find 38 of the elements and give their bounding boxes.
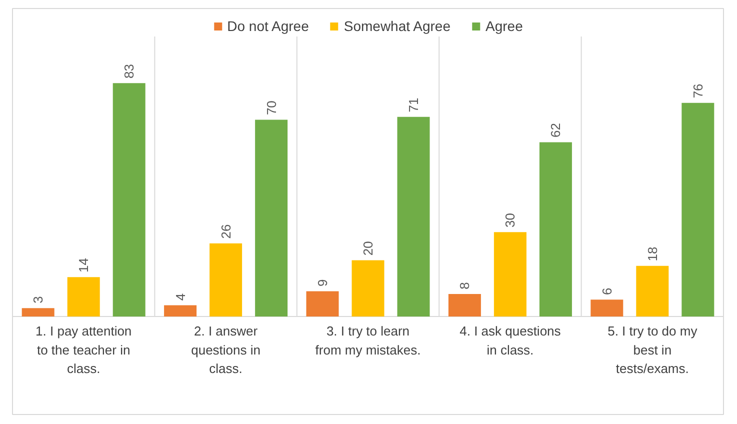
bar (636, 266, 669, 316)
data-label: 4 (172, 293, 188, 301)
data-label: 3 (30, 296, 46, 304)
legend-label: Agree (486, 18, 523, 34)
legend-label: Do not Agree (227, 18, 309, 34)
x-tick-label: 2. I answer questions in class. (191, 324, 260, 376)
data-label: 14 (76, 258, 92, 272)
bar (494, 232, 526, 316)
data-label: 30 (502, 213, 518, 228)
data-label: 20 (360, 241, 376, 256)
bar (539, 142, 572, 316)
bar (397, 116, 430, 316)
data-label: 18 (644, 246, 660, 262)
x-tick-label: 4. I ask questions in class. (460, 324, 562, 358)
bar (210, 243, 242, 316)
data-label: 8 (457, 282, 472, 290)
data-label: 62 (548, 123, 564, 138)
data-label: 83 (122, 64, 137, 78)
bar (590, 300, 624, 316)
legend-label: Somewhat Agree (344, 18, 450, 34)
bar (448, 294, 481, 316)
x-tick-label: 1. I pay attention to the teacher in class. (36, 324, 132, 376)
bar (112, 83, 146, 316)
x-tick-label: 3. I try to learn from my mistakes. (315, 324, 421, 358)
data-label: 6 (599, 288, 614, 295)
data-label: 76 (690, 84, 706, 98)
bar (306, 291, 339, 316)
bar (255, 120, 288, 316)
bar (352, 260, 384, 316)
data-label: 9 (314, 279, 330, 287)
bar (164, 305, 197, 316)
data-label: 26 (218, 224, 234, 239)
data-label: 71 (406, 98, 422, 112)
bar (682, 102, 714, 316)
bar (67, 277, 100, 316)
x-tick-label: 5. I try to do my best in tests/exams. (608, 324, 698, 376)
bar (22, 308, 54, 316)
data-label: 70 (264, 100, 279, 116)
